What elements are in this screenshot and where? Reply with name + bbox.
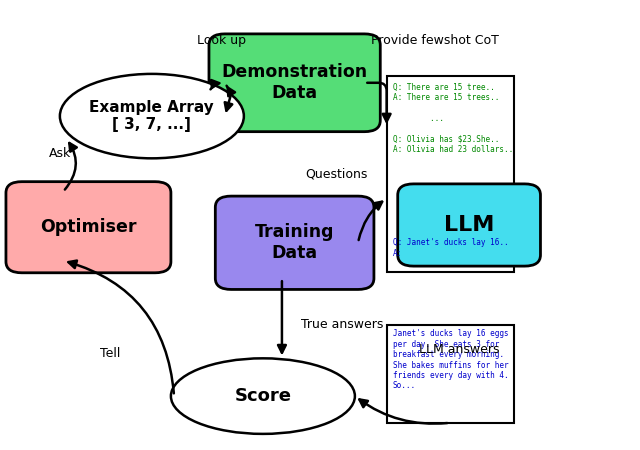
- Text: Janet's ducks lay 16 eggs
per day. She eats 3 for
breakfast every morning.
She b: Janet's ducks lay 16 eggs per day. She e…: [393, 329, 509, 391]
- Text: Optimiser: Optimiser: [40, 218, 137, 236]
- Text: Questions: Questions: [305, 167, 367, 180]
- Ellipse shape: [171, 358, 355, 434]
- Text: Demonstration
Data: Demonstration Data: [221, 63, 368, 102]
- FancyBboxPatch shape: [215, 196, 374, 289]
- Text: Look up: Look up: [197, 34, 246, 47]
- Text: Training
Data: Training Data: [255, 223, 334, 262]
- Text: Score: Score: [234, 387, 291, 405]
- FancyBboxPatch shape: [387, 325, 513, 423]
- Text: Example Array
[ 3, 7, ...]: Example Array [ 3, 7, ...]: [90, 100, 214, 132]
- Text: Tell: Tell: [100, 347, 121, 360]
- Text: True answers: True answers: [301, 319, 383, 332]
- Text: LLM: LLM: [444, 215, 494, 235]
- Text: Q: There are 15 tree..
A: There are 15 trees..

        ...

Q: Olivia has $23.S: Q: There are 15 tree.. A: There are 15 t…: [393, 83, 513, 154]
- Text: Provide fewshot CoT: Provide fewshot CoT: [371, 34, 499, 47]
- FancyBboxPatch shape: [397, 184, 540, 266]
- FancyBboxPatch shape: [387, 76, 513, 272]
- Text: LLM answers: LLM answers: [419, 343, 500, 356]
- Ellipse shape: [60, 74, 244, 158]
- FancyBboxPatch shape: [209, 34, 380, 132]
- Text: Q: Janet's ducks lay 16..
A:: Q: Janet's ducks lay 16.. A:: [393, 238, 509, 258]
- FancyBboxPatch shape: [6, 182, 171, 273]
- Text: Ask: Ask: [49, 148, 71, 160]
